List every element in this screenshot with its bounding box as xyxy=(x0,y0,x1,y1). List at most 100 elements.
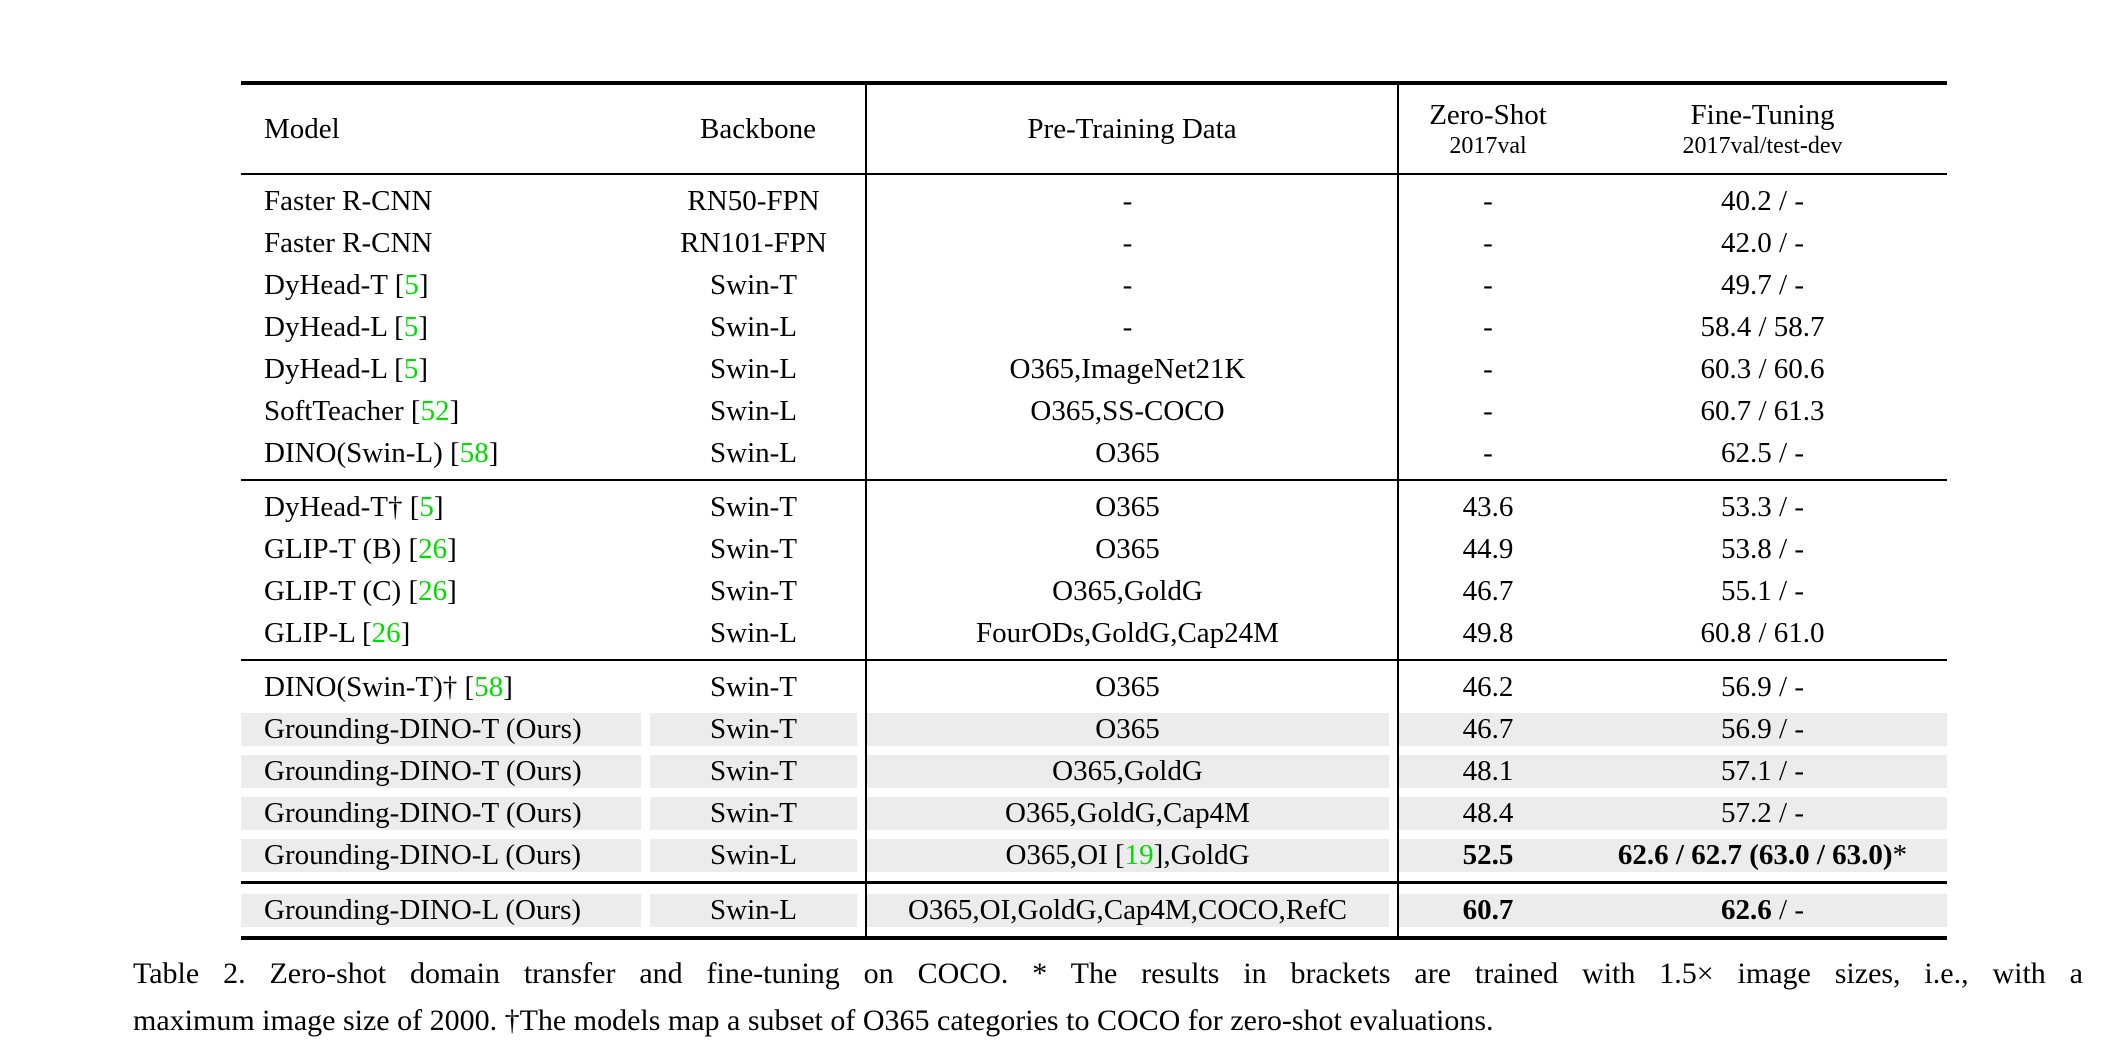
backbone-cell: Swin-T xyxy=(650,532,866,566)
model-cell: Faster R-CNN xyxy=(241,226,650,260)
fine-tuning-value-cell: 49.7 / - xyxy=(1578,269,1947,302)
zero-shot-value-cell: - xyxy=(1398,353,1578,386)
model-name-suffix: ] xyxy=(449,394,460,427)
pretraining-data-cell: - xyxy=(866,184,1398,218)
fine-tuning-value: 57.1 / - xyxy=(1721,754,1804,787)
zero-shot-value: - xyxy=(1483,310,1493,343)
table-row: Grounding-DINO-T (Ours) Swin-T O365,GoldG 4… xyxy=(241,750,1947,792)
table-caption-line-2: maximum image size of 2000. †The models … xyxy=(133,1004,1494,1037)
backbone-cell: RN50-FPN xyxy=(650,184,866,218)
zero-shot-value-cell: 60.7 xyxy=(1398,893,1578,927)
pretraining-data-cell: O365,GoldG xyxy=(866,754,1398,788)
model-cell: DyHead-L [5] xyxy=(241,310,650,344)
zero-shot-value: - xyxy=(1483,352,1493,385)
pretraining-data: O365 xyxy=(1095,712,1160,745)
table-row: Grounding-DINO-T (Ours) Swin-T O365,GoldG,… xyxy=(241,792,1947,834)
fine-tuning-value: 53.3 / - xyxy=(1721,490,1804,523)
zero-shot-value-cell: 48.4 xyxy=(1398,796,1578,830)
pretraining-data-cell: O365,OI,GoldG,Cap4M,COCO,RefC xyxy=(866,893,1398,927)
fine-tuning-value: 60.7 / 61.3 xyxy=(1700,394,1825,427)
pretraining-data: - xyxy=(1122,268,1133,301)
pretraining-data-cell: O365 xyxy=(866,436,1398,470)
backbone-cell: Swin-T xyxy=(650,574,866,608)
pretraining-data-cell: O365 xyxy=(866,532,1398,566)
pretraining-data: - xyxy=(1122,184,1133,217)
fine-tuning-value-cell: 42.0 / - xyxy=(1578,227,1947,260)
zero-shot-value-bold: 52.5 xyxy=(1462,838,1514,871)
table-row: Grounding-DINO-T (Ours) Swin-T O365 46.7 56.… xyxy=(241,708,1947,750)
pretraining-data: O365 xyxy=(1095,490,1160,523)
column-header-fine-tuning: Fine-Tuning 2017val/test-dev xyxy=(1578,98,1947,161)
citation-number: 5 xyxy=(419,490,434,523)
table-caption-line-1: Table 2. Zero-shot domain transfer and f… xyxy=(133,957,2083,990)
zero-shot-value: 48.4 xyxy=(1462,796,1514,829)
citation-number: 5 xyxy=(403,310,419,343)
model-name-suffix: ] xyxy=(433,490,444,523)
fine-tuning-value-bold: 62.6 xyxy=(1721,893,1772,926)
table-row: DINO(Swin-T)† [58] Swin-T O365 46.2 56.9 / - xyxy=(241,666,1947,708)
backbone-cell: Swin-T xyxy=(650,268,866,302)
pretraining-data: O365,GoldG xyxy=(1052,574,1203,607)
model-name: Grounding-DINO-L (Ours) xyxy=(264,893,582,926)
table-row: DyHead-L [5] Swin-L - -58.4 / 58.7 xyxy=(241,306,1947,348)
zero-shot-value: 46.2 xyxy=(1462,670,1514,703)
backbone-cell: Swin-T xyxy=(650,754,866,788)
column-header-pretraining-data: Pre-Training Data xyxy=(1027,112,1237,145)
model-name: GLIP-L [ xyxy=(264,616,372,649)
pretraining-data: O365,OI,GoldG,Cap4M,COCO,RefC xyxy=(907,893,1348,926)
table-row: Grounding-DINO-L (Ours) Swin-L O365,OI [19… xyxy=(241,834,1947,876)
fine-tuning-value-cell: 57.1 / - xyxy=(1578,754,1947,788)
table-row-group: Faster R-CNN RN50-FPN - - 40.2 / - Faster R-C… xyxy=(241,175,1947,481)
zero-shot-value-cell: 46.2 xyxy=(1398,671,1578,704)
table-row: GLIP-T (C) [26] Swin-T O365,GoldG 46.7 55.1 … xyxy=(241,570,1947,612)
model-cell: DINO(Swin-L) [58] xyxy=(241,436,650,470)
citation-number: 58 xyxy=(474,670,504,703)
column-header-model: Model xyxy=(264,112,340,145)
fine-tuning-value-bold: 62.6 / 62.7 (63.0 / 63.0) xyxy=(1617,838,1893,871)
model-name: GLIP-T (B) [ xyxy=(264,532,419,565)
table-row: GLIP-L [26] Swin-L FourODs,GoldG,Cap24M 49.… xyxy=(241,612,1947,654)
model-name: Grounding-DINO-L (Ours) xyxy=(264,838,582,871)
citation-number: 19 xyxy=(1124,838,1154,871)
zero-shot-value: - xyxy=(1483,268,1493,301)
model-name-suffix: ] xyxy=(418,352,429,385)
pretraining-data-cell: O365 xyxy=(866,490,1398,524)
backbone-cell: Swin-T xyxy=(650,796,866,830)
fine-tuning-value: 60.8 / 61.0 xyxy=(1700,616,1825,649)
zero-shot-value-cell: 43.6 xyxy=(1398,491,1578,524)
fine-tuning-value-cell: 40.2 / - xyxy=(1578,185,1947,218)
zero-shot-value: 46.7 xyxy=(1462,712,1514,745)
fine-tuning-subtitle: 2017val/test-dev xyxy=(1682,132,1843,159)
backbone-cell: Swin-L xyxy=(650,838,866,872)
model-cell: Faster R-CNN xyxy=(241,184,650,218)
fine-tuning-value: 56.9 / - xyxy=(1721,670,1804,703)
pretraining-data-cell: FourODs,GoldG,Cap24M xyxy=(866,616,1398,650)
pretraining-data: O365 xyxy=(1095,532,1160,565)
table-row: DyHead-L [5] Swin-L O365,ImageNet21K -60.3 … xyxy=(241,348,1947,390)
fine-tuning-value-cell: 56.9 / - xyxy=(1578,671,1947,704)
pretraining-data: O365,GoldG xyxy=(1052,754,1203,787)
model-name-suffix: ] xyxy=(400,616,411,649)
pretraining-data: FourODs,GoldG,Cap24M xyxy=(976,616,1279,649)
model-cell: SoftTeacher [52] xyxy=(241,394,650,428)
pretraining-data: - xyxy=(1122,310,1133,343)
model-cell: GLIP-T (C) [26] xyxy=(241,574,650,608)
model-name: Grounding-DINO-T (Ours) xyxy=(264,712,582,745)
backbone-cell: Swin-L xyxy=(650,394,866,428)
citation-number: 58 xyxy=(459,436,489,469)
pretraining-data: O365 xyxy=(1095,436,1160,469)
pretraining-data-cell: O365 xyxy=(866,670,1398,704)
model-name: SoftTeacher [ xyxy=(264,394,421,427)
zero-shot-value: 43.6 xyxy=(1462,490,1514,523)
model-cell: DyHead-L [5] xyxy=(241,352,650,386)
pretraining-data-cell: O365,GoldG,Cap4M xyxy=(866,796,1398,830)
pretraining-data: O365,GoldG,Cap4M xyxy=(1005,796,1250,829)
model-cell: DyHead-T [5] xyxy=(241,268,650,302)
table-caption: Table 2. Zero-shot domain transfer and f… xyxy=(133,950,2083,1044)
model-cell: Grounding-DINO-L (Ours) xyxy=(241,893,650,927)
fine-tuning-value-cell: 62.6 / 62.7 (63.0 / 63.0)* xyxy=(1578,838,1947,872)
pretraining-data: O365,OI [ xyxy=(1005,838,1125,871)
fine-tuning-value-cell: 56.9 / - xyxy=(1578,712,1947,746)
column-divider xyxy=(1397,81,1399,940)
pretraining-data-cell: O365,GoldG xyxy=(866,574,1398,608)
